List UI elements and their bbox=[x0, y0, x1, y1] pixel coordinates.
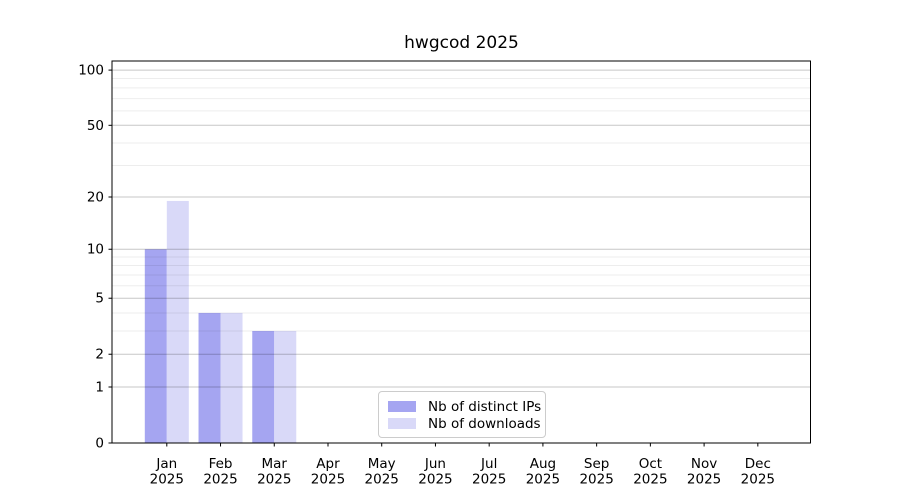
legend-swatch-distinct-ips bbox=[388, 401, 416, 412]
x-tick-label-sep: Sep 2025 bbox=[579, 456, 613, 488]
y-tick-label: 2 bbox=[95, 347, 104, 363]
x-tick-label-apr: Apr 2025 bbox=[311, 456, 345, 488]
y-tick-label: 50 bbox=[87, 118, 104, 134]
y-tick-label: 100 bbox=[78, 63, 104, 79]
bar-distinct-ips-mar bbox=[252, 330, 275, 443]
legend-swatch-downloads bbox=[388, 418, 416, 429]
x-tick-label-oct: Oct 2025 bbox=[633, 456, 667, 488]
bar-downloads-feb bbox=[220, 312, 243, 443]
x-tick-label-may: May 2025 bbox=[365, 456, 399, 488]
x-tick-label-nov: Nov 2025 bbox=[687, 456, 721, 488]
chart-title: hwgcod 2025 bbox=[404, 33, 519, 53]
bar-downloads-jan bbox=[166, 200, 189, 443]
y-tick-label: 0 bbox=[95, 436, 104, 452]
legend: Nb of distinct IPs Nb of downloads bbox=[378, 391, 546, 438]
legend-row-distinct-ips: Nb of distinct IPs bbox=[388, 399, 541, 415]
y-tick-label: 20 bbox=[87, 190, 104, 206]
y-tick-label: 5 bbox=[95, 291, 104, 307]
x-tick-label-jul: Jul 2025 bbox=[472, 456, 506, 488]
y-tick-label: 10 bbox=[87, 242, 104, 258]
y-tick-label: 1 bbox=[95, 379, 104, 395]
x-tick-label-jan: Jan 2025 bbox=[150, 456, 184, 488]
bar-distinct-ips-feb bbox=[198, 312, 221, 443]
legend-label-downloads: Nb of downloads bbox=[428, 415, 541, 432]
bar-downloads-mar bbox=[274, 330, 297, 443]
legend-row-downloads: Nb of downloads bbox=[388, 416, 541, 432]
x-tick-label-aug: Aug 2025 bbox=[526, 456, 560, 488]
x-tick-label-mar: Mar 2025 bbox=[257, 456, 291, 488]
x-tick-label-feb: Feb 2025 bbox=[203, 456, 237, 488]
plot-border bbox=[111, 60, 811, 444]
legend-label-distinct-ips: Nb of distinct IPs bbox=[428, 398, 542, 415]
x-tick-label-dec: Dec 2025 bbox=[741, 456, 775, 488]
x-tick-label-jun: Jun 2025 bbox=[418, 456, 452, 488]
bar-distinct-ips-jan bbox=[144, 249, 167, 443]
